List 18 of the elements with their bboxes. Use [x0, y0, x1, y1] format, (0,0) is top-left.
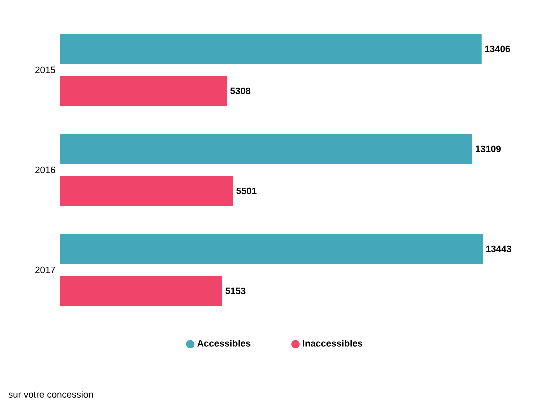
- data-label: 13443: [486, 246, 512, 252]
- y-tick-label: 2016: [36, 166, 56, 174]
- data-label: 5153: [226, 288, 246, 294]
- data-label: 5308: [230, 88, 251, 94]
- bar: [60, 234, 484, 264]
- data-label: 13406: [485, 46, 510, 52]
- bar: [60, 134, 473, 164]
- bar: [60, 34, 482, 64]
- text: sur votre concession: [8, 390, 94, 398]
- y-tick-label: 2015: [36, 66, 56, 74]
- bar: [60, 76, 228, 106]
- legend-label: Inaccessibles: [303, 340, 363, 347]
- data-label: 5501: [236, 188, 257, 194]
- y-tick-label: 2017: [36, 266, 56, 274]
- bar: [60, 176, 234, 206]
- legend-label: Accessibles: [198, 340, 251, 347]
- data-label: 13109: [476, 146, 501, 152]
- bar: [60, 276, 222, 306]
